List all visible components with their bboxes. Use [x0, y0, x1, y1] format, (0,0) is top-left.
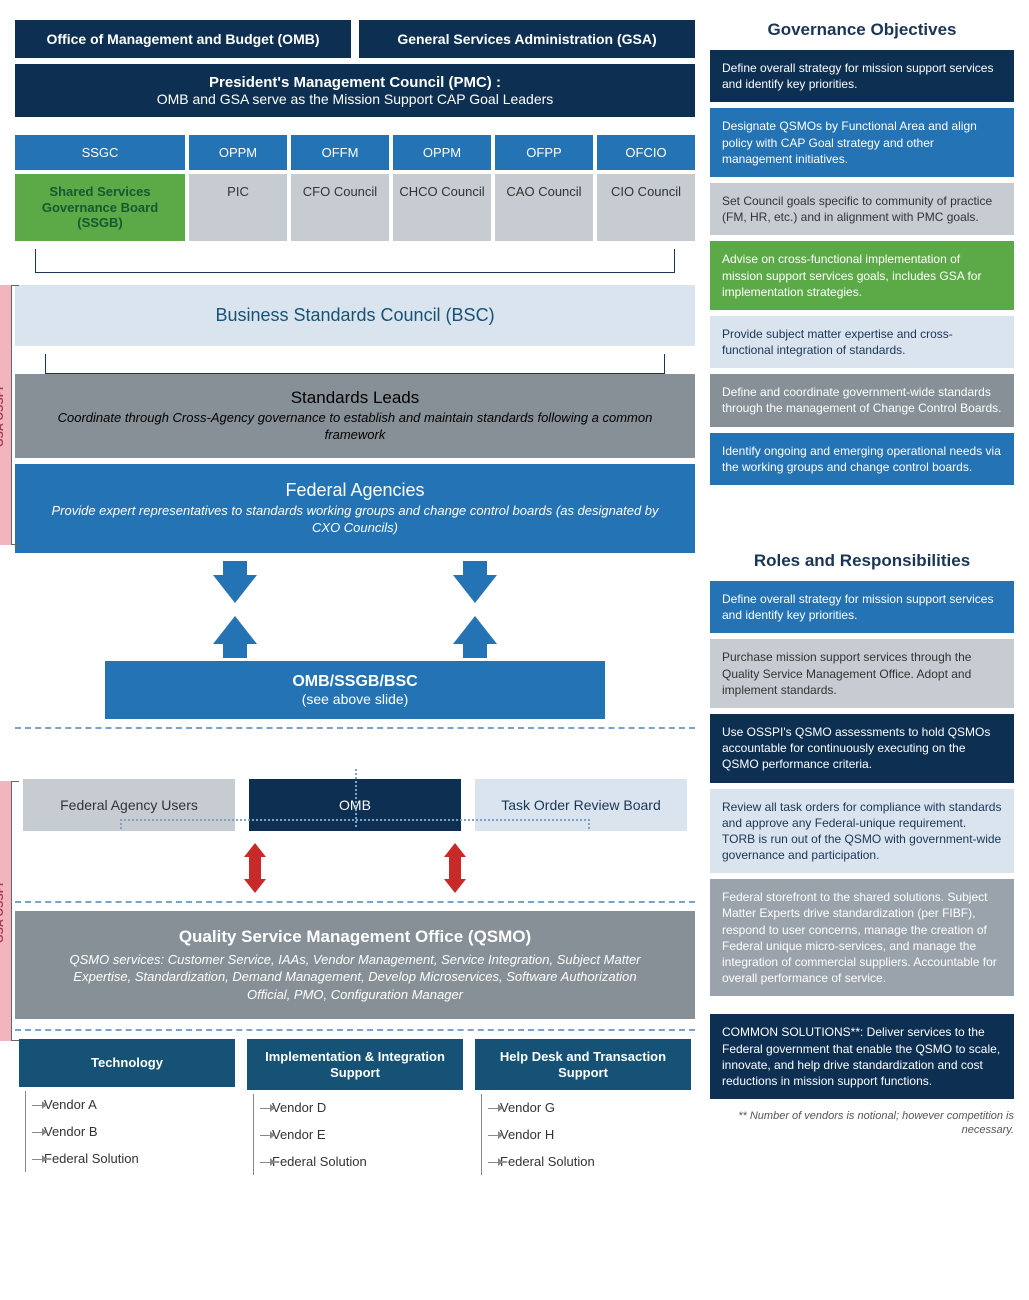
cao: CAO Council [495, 174, 593, 241]
cat-header-1: Implementation & Integration Support [247, 1039, 463, 1090]
rr-item-2: Use OSSPI's QSMO assessments to hold QSM… [710, 714, 1014, 783]
gov-item-2: Set Council goals specific to community … [710, 183, 1014, 235]
cat-item-1-1: Vendor E [254, 1121, 463, 1148]
cat-item-0-0: Vendor A [26, 1091, 235, 1118]
cat-item-1-2: Federal Solution [254, 1148, 463, 1175]
up-arrows [15, 616, 695, 661]
osb-title: OMB/SSGB/BSC [117, 673, 593, 691]
categories: TechnologyVendor AVendor BFederal Soluti… [15, 1039, 695, 1175]
ofcio: OFCIO [597, 135, 695, 170]
rr-item-1: Purchase mission support services throug… [710, 639, 1014, 708]
offm: OFFM [291, 135, 389, 170]
osb-sub: (see above slide) [117, 691, 593, 707]
qsmo-box: Quality Service Management Office (QSMO)… [15, 911, 695, 1020]
dash-2 [15, 901, 695, 903]
chco: CHCO Council [393, 174, 491, 241]
rr-item-4: Federal storefront to the shared solutio… [710, 879, 1014, 996]
qsmo-title: Quality Service Management Office (QSMO) [55, 927, 655, 947]
roles-list: Define overall strategy for mission supp… [710, 581, 1014, 1099]
bracket-left-2 [11, 781, 19, 1041]
osb-box: OMB/SSGB/BSC (see above slide) [105, 661, 605, 719]
omb-box: Office of Management and Budget (OMB) [15, 20, 351, 58]
fa-title: Federal Agencies [45, 480, 665, 501]
bsc-box: Business Standards Council (BSC) [15, 285, 695, 346]
rr-item-3: Review all task orders for compliance wi… [710, 789, 1014, 874]
gov-item-0: Define overall strategy for mission supp… [710, 50, 1014, 102]
acronym-row-2: Shared Services Governance Board (SSGB) … [15, 174, 695, 241]
gov-item-6: Identify ongoing and emerging operationa… [710, 433, 1014, 485]
gov-objectives-header: Governance Objectives [710, 20, 1014, 40]
gov-objectives-list: Define overall strategy for mission supp… [710, 50, 1014, 485]
gov-item-4: Provide subject matter expertise and cro… [710, 316, 1014, 368]
ssgb: Shared Services Governance Board (SSGB) [15, 174, 185, 241]
qsmo-sub: QSMO services: Customer Service, IAAs, V… [55, 951, 655, 1004]
red-arrows [15, 843, 695, 893]
bracket-2 [45, 354, 665, 374]
cat-1: Implementation & Integration Support Vend… [247, 1039, 463, 1175]
dash-1 [15, 727, 695, 729]
cat-item-2-0: Vendor G [482, 1094, 691, 1121]
bracket-left-1 [11, 285, 19, 545]
acronym-row-1: SSGC OPPM OFFM OPPM OFPP OFCIO [15, 135, 695, 170]
cfo: CFO Council [291, 174, 389, 241]
bracket-1 [35, 249, 675, 273]
cat-item-2-2: Federal Solution [482, 1148, 691, 1175]
std-title: Standards Leads [45, 388, 665, 408]
pmc-box: President's Management Council (PMC) : O… [15, 64, 695, 117]
ofpp: OFPP [495, 135, 593, 170]
gov-item-3: Advise on cross-functional implementatio… [710, 241, 1014, 310]
roles-header: Roles and Responsibilities [710, 551, 1014, 571]
dash-3 [15, 1029, 695, 1031]
rr-item-5: COMMON SOLUTIONS**: Deliver services to … [710, 1014, 1014, 1099]
cio: CIO Council [597, 174, 695, 241]
pic: PIC [189, 174, 287, 241]
ssgc: SSGC [15, 135, 185, 170]
standards-leads: Standards Leads Coordinate through Cross… [15, 374, 695, 458]
cat-item-1-0: Vendor D [254, 1094, 463, 1121]
gsa-box: General Services Administration (GSA) [359, 20, 695, 58]
pmc-title: President's Management Council (PMC) : [25, 74, 685, 91]
gov-item-5: Define and coordinate government-wide st… [710, 374, 1014, 426]
cat-0: Technology Vendor AVendor BFederal Soluti… [19, 1039, 235, 1175]
cat-item-0-2: Federal Solution [26, 1145, 235, 1172]
cat-header-0: Technology [19, 1039, 235, 1087]
down-arrows [15, 561, 695, 606]
cat-item-0-1: Vendor B [26, 1118, 235, 1145]
std-sub: Coordinate through Cross-Agency governan… [45, 410, 665, 444]
gov-item-1: Designate QSMOs by Functional Area and a… [710, 108, 1014, 177]
pink-label-1: GSA OSSPI* [0, 285, 11, 545]
oppm2: OPPM [393, 135, 491, 170]
cat-2: Help Desk and Transaction Support Vendor … [475, 1039, 691, 1175]
oppm1: OPPM [189, 135, 287, 170]
pmc-sub: OMB and GSA serve as the Mission Support… [25, 91, 685, 107]
cat-item-2-1: Vendor H [482, 1121, 691, 1148]
footnote: ** Number of vendors is notional; howeve… [710, 1109, 1014, 1138]
rr-item-0: Define overall strategy for mission supp… [710, 581, 1014, 633]
top-agencies: Office of Management and Budget (OMB) Ge… [15, 20, 695, 58]
pink-label-2: GSA OSSPI* [0, 781, 11, 1041]
dotted-horiz [120, 819, 590, 829]
fa-sub: Provide expert representatives to standa… [45, 503, 665, 537]
federal-agencies: Federal Agencies Provide expert represen… [15, 464, 695, 553]
cat-header-2: Help Desk and Transaction Support [475, 1039, 691, 1090]
